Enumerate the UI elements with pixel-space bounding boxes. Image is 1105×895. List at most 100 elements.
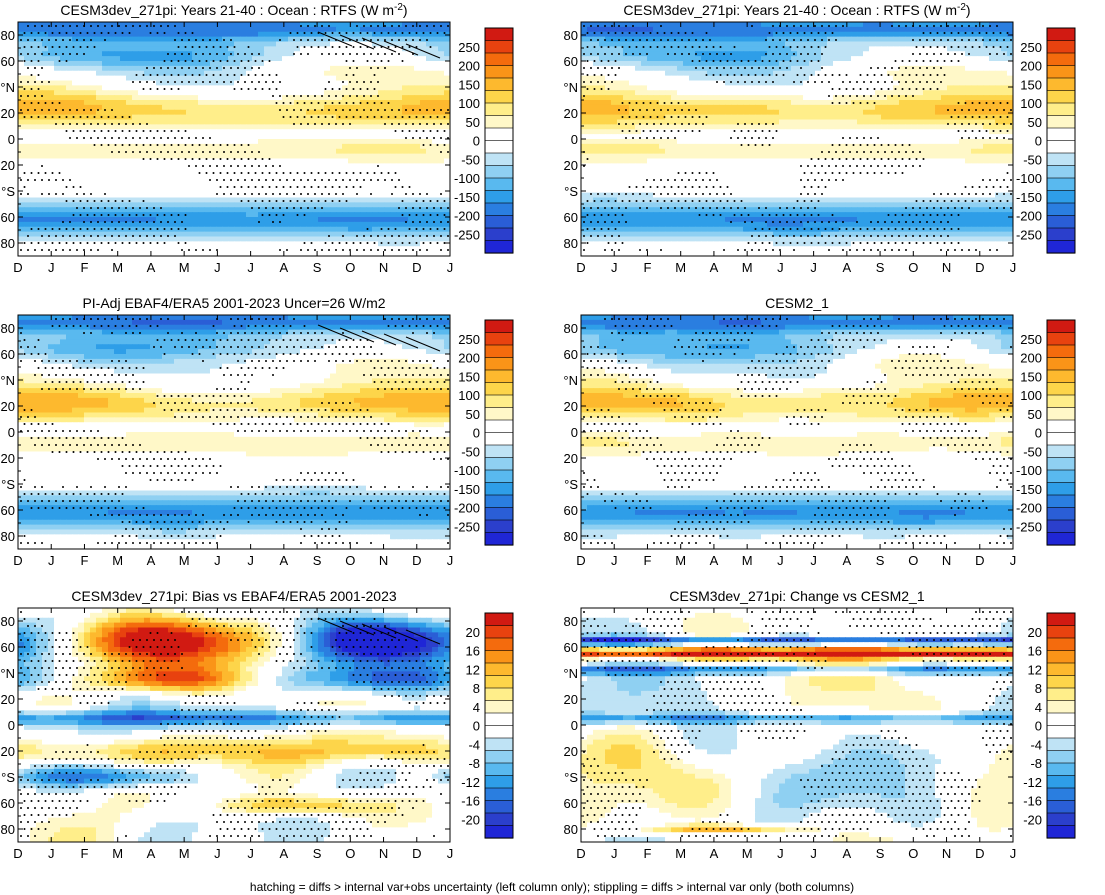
- y-tick-label: 60: [564, 347, 578, 362]
- colorbar-label: -150: [454, 482, 480, 497]
- x-tick-label: J: [447, 260, 454, 275]
- colorbar-swatch: [1046, 650, 1076, 664]
- x-tick-label: J: [1010, 260, 1017, 275]
- colorbar-swatch: [484, 650, 514, 664]
- panel-title: CESM2_1: [765, 295, 829, 311]
- colorbar-label: 4: [1035, 700, 1042, 715]
- x-tick-label: N: [942, 260, 951, 275]
- colorbar-swatch: [484, 432, 514, 446]
- stippling: [583, 318, 1012, 544]
- colorbar-label: 4: [473, 700, 480, 715]
- y-tick-label: °N: [563, 373, 578, 388]
- colorbar-swatch: [1046, 52, 1076, 67]
- colorbar-swatch: [484, 52, 514, 67]
- colorbar-label: 20: [1028, 625, 1042, 640]
- panel-3: PI-Adj EBAF4/ERA5 2001-2023 Uncer=26 W/m…: [0, 295, 514, 568]
- y-tick-label: 20: [564, 399, 578, 414]
- x-tick-label: S: [313, 553, 322, 568]
- colorbar-label: -250: [1016, 227, 1042, 242]
- y-tick-label: 20: [1, 106, 15, 121]
- x-tick-label: O: [345, 553, 355, 568]
- x-tick-label: O: [908, 260, 918, 275]
- y-tick-label: °S: [1, 770, 15, 785]
- x-tick-label: S: [876, 260, 885, 275]
- colorbar-label: -8: [1030, 756, 1042, 771]
- colorbar-swatch: [1046, 319, 1076, 334]
- y-tick-label: 20: [1, 158, 15, 173]
- x-tick-label: A: [280, 260, 289, 275]
- x-tick-label: D: [13, 553, 22, 568]
- y-tick-label: °N: [563, 666, 578, 681]
- figure-footnote: hatching = diffs > internal var+obs unce…: [250, 880, 854, 894]
- heatmap-field: [581, 608, 1013, 842]
- colorbar-label: 100: [1020, 96, 1042, 111]
- colorbar: 20 16 12 8 4 0 -4 -8 -12 -16 -20: [461, 612, 514, 839]
- colorbar-swatch: [484, 700, 514, 714]
- colorbar-label: -50: [1023, 152, 1042, 167]
- colorbar-label: -250: [454, 227, 480, 242]
- colorbar-swatch: [484, 382, 514, 396]
- x-tick-label: J: [810, 260, 817, 275]
- heatmap-field: [581, 315, 1013, 549]
- x-tick-label: J: [247, 846, 254, 861]
- x-tick-label: J: [48, 260, 55, 275]
- colorbar-swatch: [1046, 215, 1076, 229]
- y-tick-label: 60: [1, 503, 15, 518]
- y-tick-label: 80: [1, 529, 15, 544]
- colorbar-label: 0: [1035, 426, 1042, 441]
- hatching: [317, 617, 441, 645]
- stippling: [20, 25, 449, 251]
- colorbar-swatch: [1046, 662, 1076, 677]
- y-tick-label: 0: [8, 132, 15, 147]
- x-tick-label: M: [179, 846, 190, 861]
- colorbar-swatch: [484, 227, 514, 242]
- colorbar-label: -100: [1016, 171, 1042, 186]
- colorbar-label: -150: [1016, 482, 1042, 497]
- x-tick-label: D: [412, 846, 421, 861]
- x-tick-label: A: [280, 553, 289, 568]
- colorbar-swatch: [1046, 812, 1076, 827]
- x-tick-label: J: [447, 846, 454, 861]
- colorbar-swatch: [484, 612, 514, 627]
- y-tick-label: 80: [1, 28, 15, 43]
- x-tick-label: J: [810, 553, 817, 568]
- colorbar-label: 12: [466, 662, 480, 677]
- y-tick-label: 60: [1, 210, 15, 225]
- colorbar-swatch: [484, 469, 514, 484]
- y-tick-label: 20: [564, 106, 578, 121]
- y-tick-label: 60: [564, 54, 578, 69]
- x-tick-label: F: [643, 260, 651, 275]
- y-tick-label: 60: [1, 640, 15, 655]
- panel-title: CESM3dev_271pi: Years 21-40 : Ocean : RT…: [60, 2, 407, 18]
- x-tick-label: M: [675, 846, 686, 861]
- colorbar-swatch: [484, 737, 514, 752]
- y-tick-label: °S: [1, 184, 15, 199]
- x-tick-label: D: [576, 260, 585, 275]
- y-tick-label: °N: [0, 373, 15, 388]
- x-tick-label: J: [214, 846, 221, 861]
- colorbar-label: 20: [466, 625, 480, 640]
- colorbar-label: 250: [1020, 332, 1042, 347]
- colorbar-swatch: [1046, 725, 1076, 739]
- colorbar-swatch: [484, 140, 514, 154]
- y-tick-label: 20: [564, 158, 578, 173]
- colorbar-label: 200: [458, 351, 480, 366]
- x-tick-label: J: [1010, 846, 1017, 861]
- colorbar-label: 50: [466, 407, 480, 422]
- colorbar-swatch: [1046, 102, 1076, 117]
- x-tick-label: M: [742, 260, 753, 275]
- heatmap-field: [18, 22, 450, 256]
- y-tick-label: 20: [564, 451, 578, 466]
- x-tick-label: A: [147, 846, 156, 861]
- x-tick-label: A: [843, 553, 852, 568]
- y-tick-label: 80: [1, 822, 15, 837]
- colorbar-swatch: [484, 637, 514, 652]
- x-tick-label: J: [214, 260, 221, 275]
- colorbar-swatch: [1046, 344, 1076, 359]
- colorbar-swatch: [484, 152, 514, 167]
- panel-title: CESM3dev_271pi: Years 21-40 : Ocean : RT…: [623, 2, 970, 18]
- y-tick-label: °S: [564, 770, 578, 785]
- colorbar-label: 200: [1020, 351, 1042, 366]
- y-tick-label: 0: [571, 425, 578, 440]
- colorbar-label: -100: [454, 171, 480, 186]
